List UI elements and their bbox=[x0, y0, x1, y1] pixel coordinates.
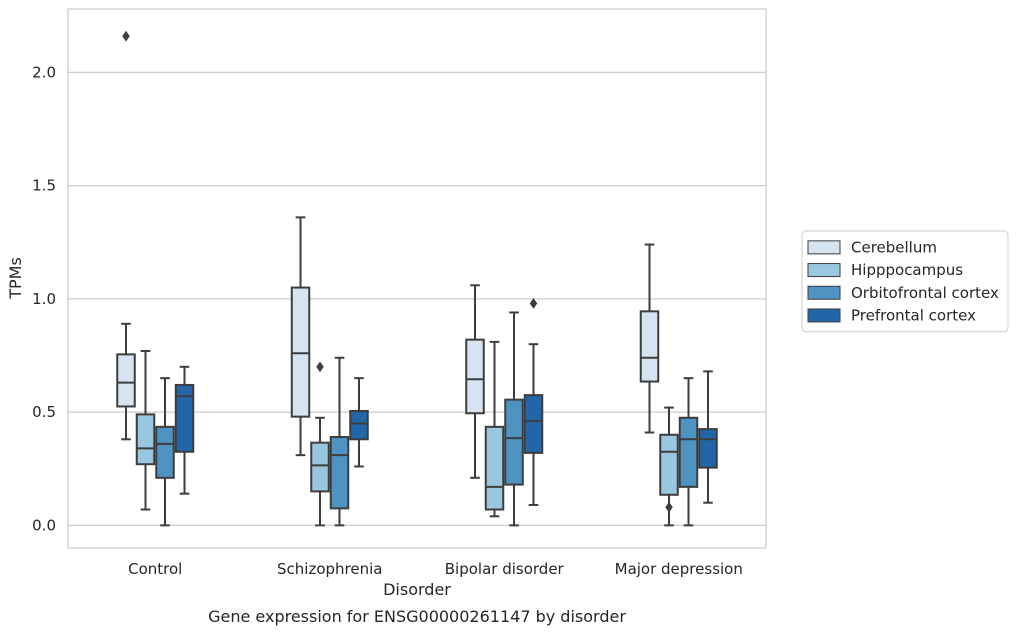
box-body bbox=[155, 425, 175, 479]
box-body bbox=[523, 394, 544, 454]
legend-swatch-orbitofrontal-cortex bbox=[807, 285, 841, 300]
legend-swatch-cerebellum bbox=[807, 240, 841, 255]
y-tick-label: 1.0 bbox=[32, 290, 56, 308]
box-control-prefrontal-cortex bbox=[174, 365, 195, 495]
y-axis-label: TPMs bbox=[6, 257, 25, 300]
legend: Cerebellum Hipppocampus Orbitofrontal cort… bbox=[801, 230, 1009, 333]
legend-label-prefrontal-cortex: Prefrontal cortex bbox=[851, 306, 976, 324]
outlier-point bbox=[529, 297, 538, 309]
box-body bbox=[116, 353, 136, 408]
x-tick-label: Bipolar disorder bbox=[445, 560, 565, 578]
box-body bbox=[639, 310, 660, 383]
outlier-point bbox=[665, 501, 673, 513]
box-major-depression-hipppocampus bbox=[659, 406, 679, 527]
box-control-cerebellum bbox=[116, 30, 136, 441]
box-schizophrenia-hipppocampus bbox=[310, 361, 330, 527]
box-body bbox=[329, 436, 350, 510]
box-body bbox=[135, 413, 156, 466]
box-bipolar-disorder-orbitofrontal-cortex bbox=[504, 311, 524, 527]
box-body bbox=[310, 441, 330, 493]
outlier-point bbox=[316, 361, 324, 373]
plot-frame bbox=[67, 8, 767, 549]
box-bipolar-disorder-prefrontal-cortex bbox=[523, 297, 544, 506]
x-tick-label: Schizophrenia bbox=[277, 560, 382, 578]
box-body bbox=[484, 425, 505, 511]
y-tick-label: 0.5 bbox=[32, 403, 56, 421]
box-major-depression-cerebellum bbox=[639, 243, 660, 434]
y-tick-labels: 0.0 0.5 1.0 1.5 2.0 bbox=[32, 63, 56, 534]
box-bipolar-disorder-hipppocampus bbox=[484, 340, 505, 518]
box-control-orbitofrontal-cortex bbox=[155, 377, 175, 527]
outlier-point bbox=[122, 30, 130, 42]
box-schizophrenia-cerebellum bbox=[290, 216, 311, 457]
x-tick-labels: Control Schizophrenia Bipolar disorder Majo… bbox=[128, 560, 743, 578]
box-body bbox=[465, 338, 485, 415]
box-bipolar-disorder-cerebellum bbox=[465, 284, 485, 479]
legend-frame bbox=[801, 230, 1009, 333]
box-control-hipppocampus bbox=[135, 349, 156, 511]
y-tick-label: 0.0 bbox=[32, 516, 56, 534]
box-body bbox=[504, 398, 524, 486]
box-body bbox=[349, 409, 369, 441]
box-body bbox=[174, 383, 195, 453]
legend-swatch-prefrontal-cortex bbox=[807, 308, 841, 323]
legend-label-cerebellum: Cerebellum bbox=[851, 238, 937, 256]
legend-label-orbitofrontal-cortex: Orbitofrontal cortex bbox=[851, 284, 999, 302]
box-body bbox=[698, 428, 718, 469]
box-major-depression-prefrontal-cortex bbox=[698, 370, 718, 504]
y-tick-label: 2.0 bbox=[32, 63, 56, 81]
x-tick-label: Major depression bbox=[615, 560, 743, 578]
x-tick-label: Control bbox=[128, 560, 182, 578]
box-body bbox=[290, 286, 311, 418]
x-axis-label: Disorder bbox=[383, 580, 451, 599]
box-major-depression-orbitofrontal-cortex bbox=[678, 377, 699, 527]
box-body bbox=[678, 416, 699, 488]
box-schizophrenia-orbitofrontal-cortex bbox=[329, 356, 350, 527]
legend-label-hipppocampus: Hipppocampus bbox=[851, 261, 963, 279]
boxes-layer bbox=[116, 30, 718, 527]
y-tick-label: 1.5 bbox=[32, 177, 56, 195]
box-body bbox=[659, 433, 679, 496]
box-schizophrenia-prefrontal-cortex bbox=[349, 377, 369, 468]
chart-caption: Gene expression for ENSG00000261147 by d… bbox=[208, 607, 626, 626]
legend-swatch-hipppocampus bbox=[807, 263, 841, 278]
